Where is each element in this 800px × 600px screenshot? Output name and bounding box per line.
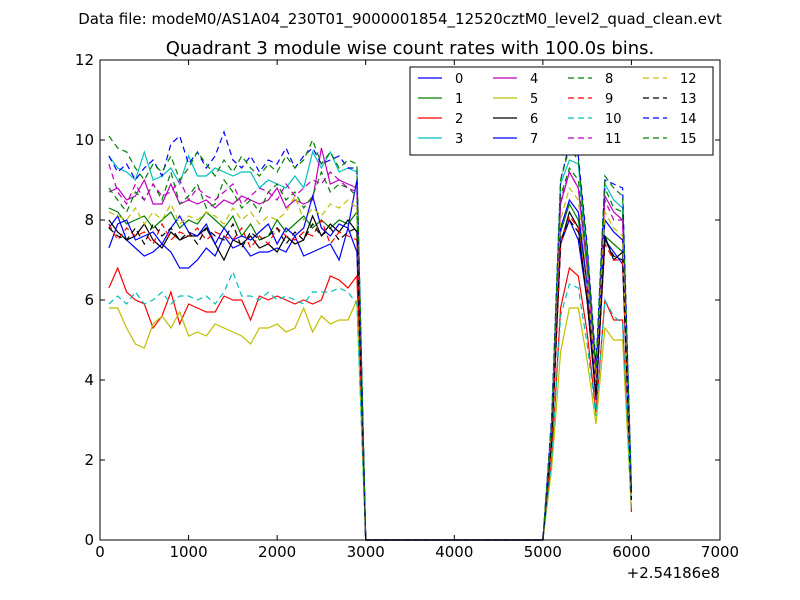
legend-label-9: 9 [605,92,613,107]
legend-label-15: 15 [680,132,697,147]
x-offset-label: +2.54186e8 [627,564,720,582]
y-tick-label: 2 [84,451,94,469]
x-tick-label: 2000 [258,543,296,561]
series-line-9 [108,214,632,541]
series-line-12 [108,186,632,541]
series-line-7 [108,179,632,541]
legend-label-10: 10 [605,112,622,127]
legend-label-3: 3 [455,132,463,147]
series-line-15 [108,135,632,541]
data-file-line: Data file: modeM0/AS1A04_230T01_90000018… [78,10,722,29]
legend-label-11: 11 [605,132,622,147]
y-tick-label: 8 [84,211,94,229]
series-line-0 [108,214,632,541]
legend-label-0: 0 [455,72,463,87]
plot-frame [99,59,721,541]
y-tick-label: 10 [75,131,94,149]
y-tick-label: 0 [84,531,94,549]
series-line-14 [108,130,632,541]
series-line-11 [108,163,632,541]
series-line-1 [108,202,632,541]
series-line-3 [108,150,632,541]
x-tick-label: 4000 [435,543,473,561]
legend-label-12: 12 [680,72,697,87]
series-line-4 [108,147,632,541]
series-line-5 [108,299,632,541]
legend-label-8: 8 [605,72,613,87]
legend-label-14: 14 [680,112,697,127]
x-tick-label: 3000 [347,543,385,561]
series-line-13 [108,218,632,541]
legend-label-7: 7 [530,132,538,147]
y-tick-label: 4 [84,371,94,389]
x-tick-label: 5000 [524,543,562,561]
legend-label-6: 6 [530,112,538,127]
x-tick-label: 1000 [169,543,207,561]
series-line-8 [108,166,632,541]
legend-label-4: 4 [530,72,538,87]
legend-label-2: 2 [455,112,463,127]
legend-box [409,66,714,156]
x-tick-label: 6000 [612,543,650,561]
legend-label-1: 1 [455,92,463,107]
y-tick-label: 12 [75,51,94,69]
legend-label-5: 5 [530,92,538,107]
series-line-10 [108,270,632,541]
legend-label-13: 13 [680,92,697,107]
x-tick-label: 0 [95,543,105,561]
x-tick-label: 7000 [701,543,739,561]
y-tick-label: 6 [84,291,94,309]
chart-title: Quadrant 3 module wise count rates with … [166,38,655,59]
series-layer [108,130,632,541]
